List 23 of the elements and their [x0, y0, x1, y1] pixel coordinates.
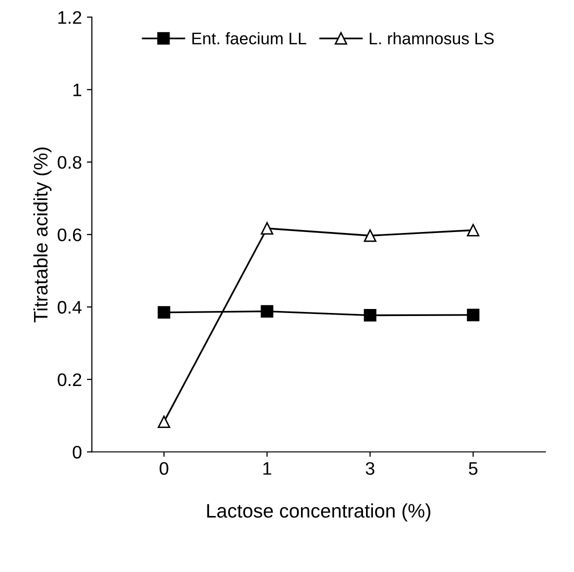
point — [466, 308, 480, 322]
y-tick-label: 0 — [72, 446, 82, 459]
y-tick-label: 0.8 — [58, 156, 82, 169]
point — [364, 309, 376, 322]
y-tick-label: 0.4 — [58, 300, 82, 314]
y-tick-label: 1.2 — [58, 11, 82, 24]
x-axis-title: Lactose concentration (%) — [207, 503, 430, 522]
x-tick-label: 3 — [366, 462, 374, 475]
x-tick-label: 5 — [468, 462, 478, 475]
x-tick-label: 1 — [263, 462, 272, 475]
point — [260, 222, 274, 235]
legend-label: L. rhamnosus LS — [370, 32, 494, 44]
x-tick-label: 0 — [160, 462, 168, 475]
y-axis-title: Titratable acidity (%) — [33, 147, 52, 322]
y-tick-label: 0.6 — [58, 228, 82, 242]
point — [364, 229, 376, 242]
point — [260, 305, 274, 318]
y-tick-label: 1 — [73, 84, 82, 96]
point — [158, 416, 170, 428]
legend-label: Ent. faecium LL — [192, 32, 306, 44]
point — [158, 306, 170, 319]
y-tick-label: 0.2 — [58, 373, 82, 386]
point — [466, 224, 480, 236]
